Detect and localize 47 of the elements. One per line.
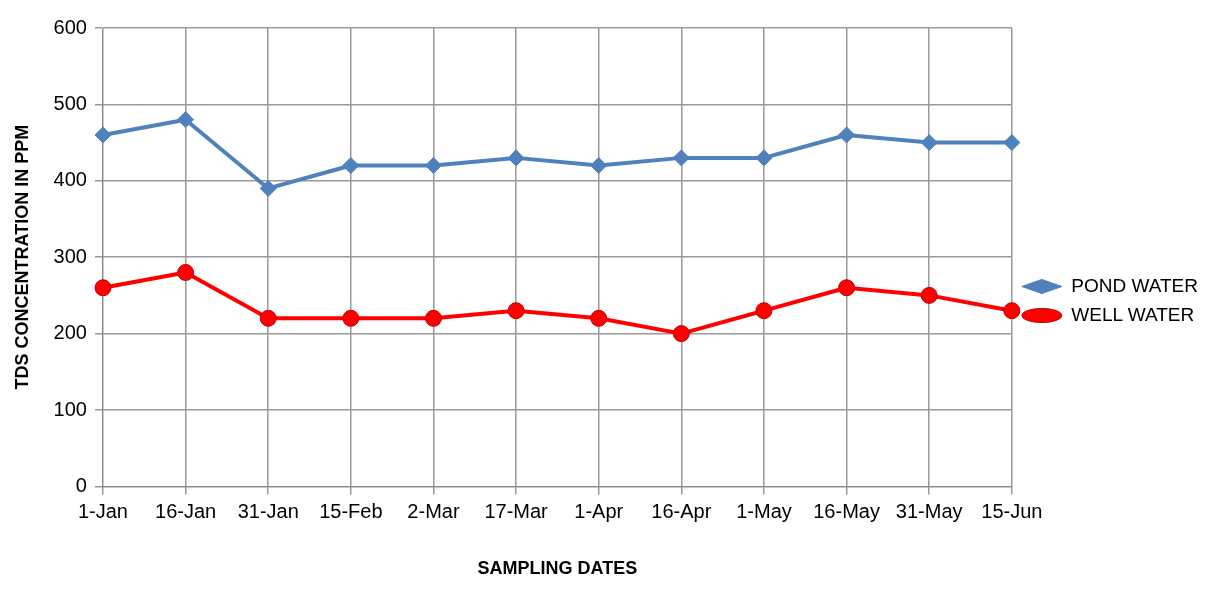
point [507, 149, 525, 167]
x-tick-label: 16-May [813, 499, 880, 522]
point [424, 157, 442, 175]
point [342, 157, 360, 175]
x-tick-label: 1-Apr [574, 499, 624, 522]
y-tick-label: 300 [53, 244, 87, 267]
point [590, 157, 608, 175]
x-tick-label: 31-May [895, 499, 963, 522]
legend-label: POND WATER [1071, 274, 1199, 296]
point [755, 149, 773, 167]
y-tick-label: 100 [53, 397, 87, 420]
x-tick-label: 2-Mar [407, 499, 460, 522]
point [672, 325, 690, 343]
point [920, 134, 938, 152]
x-tick-label: 17-Mar [484, 499, 549, 522]
x-axis-title: SAMPLING DATES [477, 558, 638, 579]
x-tick-label: 31-Jan [237, 499, 299, 522]
legend-label: WELL WATER [1071, 303, 1195, 325]
y-tick-label: 0 [75, 473, 87, 496]
point [94, 126, 112, 144]
y-tick-label: 600 [53, 15, 87, 38]
x-tick-label: 16-Jan [155, 499, 217, 522]
point [94, 279, 112, 297]
y-tick-label: 500 [53, 91, 87, 114]
point [259, 309, 277, 327]
point [838, 279, 856, 297]
point [590, 309, 608, 327]
point [920, 286, 938, 304]
point [507, 302, 525, 320]
point [1003, 302, 1021, 320]
point [177, 263, 195, 281]
y-tick-label: 200 [53, 321, 87, 344]
point [1003, 134, 1021, 152]
point [424, 309, 442, 327]
y-tick-label: 400 [53, 168, 87, 191]
y-axis-title: TDS CONCENTRATION IN PPM [11, 124, 32, 390]
point [177, 111, 195, 129]
x-tick-label: 15-Jun [981, 499, 1043, 522]
point [342, 309, 360, 327]
point [838, 126, 856, 144]
point [755, 302, 773, 320]
x-tick-label: 1-Jan [77, 499, 128, 522]
x-tick-label: 1-May [736, 499, 792, 522]
point [259, 179, 277, 197]
x-tick-label: 16-Apr [651, 499, 712, 522]
point [672, 149, 690, 167]
x-tick-label: 15-Feb [319, 499, 383, 522]
